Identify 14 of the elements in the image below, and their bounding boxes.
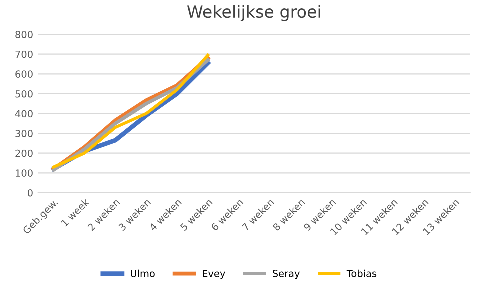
legend-label: Ulmo: [131, 270, 155, 278]
legend-label: Evey: [203, 270, 226, 280]
y-tick-label: 200: [16, 150, 33, 158]
y-tick-label: 600: [16, 70, 33, 78]
chart-title: Wekelijkse groei: [187, 5, 320, 22]
y-tick-label: 700: [16, 50, 33, 58]
legend-label: Seray: [273, 270, 300, 280]
y-tick-label: 800: [16, 31, 33, 38]
y-tick-label: 400: [15, 110, 33, 118]
y-tick-label: 100: [16, 170, 33, 177]
legend-label: Tobias: [346, 270, 377, 278]
y-tick-label: 300: [16, 130, 33, 138]
y-tick-label: 500: [16, 90, 33, 98]
y-tick-label: 0: [28, 189, 33, 197]
